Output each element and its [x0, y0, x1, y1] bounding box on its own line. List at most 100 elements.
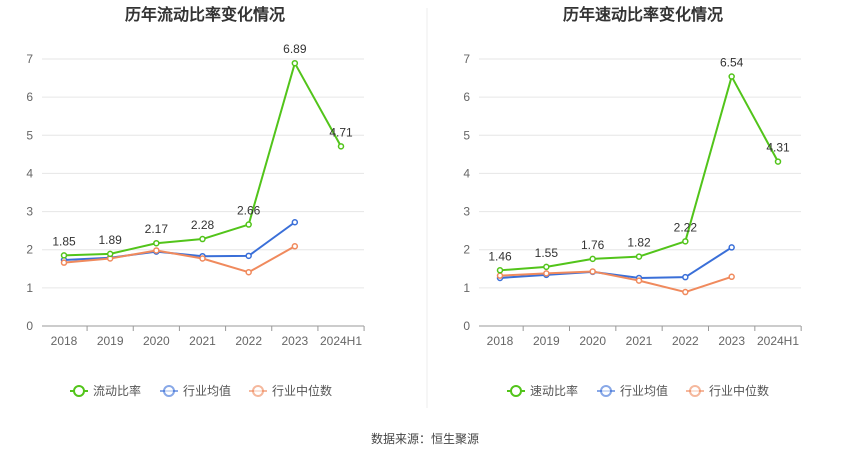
x-tick-label: 2018: [51, 334, 78, 348]
legend-label: 行业均值: [620, 383, 668, 398]
data-point[interactable]: [589, 268, 596, 275]
data-point[interactable]: [291, 59, 299, 67]
data-label: 2.66: [237, 204, 261, 218]
data-point[interactable]: [589, 255, 596, 263]
legend-item[interactable]: 行业均值: [597, 383, 668, 398]
y-tick-label: 3: [463, 205, 470, 219]
legend-swatch-marker: [163, 385, 175, 397]
data-point[interactable]: [60, 259, 68, 266]
y-tick-label: 1: [26, 281, 33, 295]
data-point[interactable]: [496, 267, 504, 274]
data-point[interactable]: [291, 243, 299, 250]
x-tick-label: 2022: [672, 334, 699, 348]
data-point[interactable]: [682, 238, 689, 245]
data-point[interactable]: [543, 270, 550, 277]
legend-label: 流动比率: [93, 383, 141, 398]
y-tick-label: 3: [26, 205, 33, 219]
x-tick-label: 2024H1: [757, 334, 799, 348]
legend-swatch-marker: [73, 385, 85, 397]
y-tick-label: 6: [26, 90, 33, 104]
x-tick-label: 2020: [143, 334, 170, 348]
legend-label: 行业中位数: [272, 383, 332, 398]
data-label: 4.31: [766, 141, 790, 155]
data-point[interactable]: [245, 268, 252, 276]
data-point[interactable]: [245, 252, 252, 260]
y-tick-label: 0: [463, 319, 470, 333]
data-label: 1.76: [581, 238, 605, 252]
legend-item[interactable]: 速动比率: [507, 383, 578, 398]
data-point[interactable]: [153, 247, 160, 254]
current-ratio-chart: 历年流动比率变化情况 0 1 2 3 4 5 6 7 2018 2019 2020 2021 2022 20…: [26, 5, 365, 398]
data-point[interactable]: [682, 273, 689, 281]
data-point[interactable]: [291, 219, 299, 226]
x-tick-label: 2019: [533, 334, 560, 348]
x-tick-label: 2019: [97, 334, 124, 348]
x-tick-label: 2020: [579, 334, 606, 348]
x-tick-label: 2018: [487, 334, 514, 348]
x-tick-label: 2024H1: [320, 334, 362, 348]
y-tick-label: 7: [463, 52, 470, 66]
data-label: 1.89: [98, 233, 122, 247]
data-point[interactable]: [153, 239, 160, 247]
legend-swatch-marker: [600, 385, 612, 397]
data-label: 2.17: [145, 222, 169, 236]
data-label: 1.82: [627, 236, 651, 250]
y-tick-label: 0: [26, 319, 33, 333]
y-tick-label: 2: [26, 243, 33, 257]
data-point[interactable]: [199, 235, 206, 243]
data-point[interactable]: [728, 244, 735, 251]
y-tick-label: 5: [463, 128, 470, 142]
y-tick-label: 4: [26, 166, 33, 180]
data-point[interactable]: [728, 73, 735, 80]
y-tick-label: 4: [463, 166, 470, 180]
legend-swatch-marker: [689, 385, 701, 397]
y-tick-label: 1: [463, 281, 470, 295]
data-point[interactable]: [635, 253, 643, 260]
legend-swatch-marker: [510, 385, 522, 397]
data-point[interactable]: [245, 221, 252, 228]
data-label: 1.85: [52, 234, 76, 248]
data-label: 6.89: [283, 42, 307, 56]
data-point[interactable]: [337, 143, 345, 150]
legend-item[interactable]: 行业均值: [160, 383, 231, 398]
legend-label: 行业均值: [183, 383, 231, 398]
y-tick-label: 7: [26, 52, 33, 66]
legend-item[interactable]: 行业中位数: [249, 383, 332, 398]
data-point[interactable]: [106, 250, 114, 258]
legend-label: 速动比率: [530, 383, 578, 398]
y-tick-label: 2: [463, 243, 470, 257]
series-line: [499, 270, 732, 294]
quick-ratio-chart: 历年速动比率变化情况 0 1 2 3 4 5 6 7 2018 2019 2020 2021 2022 20…: [463, 5, 802, 398]
x-tick-label: 2023: [718, 334, 745, 348]
chart-title: 历年速动比率变化情况: [563, 5, 723, 24]
data-label: 1.55: [535, 246, 559, 260]
series-line: [499, 246, 733, 279]
x-tick-label: 2021: [626, 334, 653, 348]
data-point[interactable]: [635, 277, 643, 284]
data-point[interactable]: [199, 255, 206, 262]
legend-swatch-marker: [252, 385, 264, 397]
x-tick-label: 2023: [281, 334, 308, 348]
x-tick-label: 2021: [189, 334, 216, 348]
data-label: 6.54: [720, 56, 744, 70]
data-point[interactable]: [774, 158, 782, 165]
data-point[interactable]: [543, 263, 550, 271]
data-label: 4.71: [329, 125, 353, 139]
data-point[interactable]: [60, 252, 68, 259]
series-line: [63, 245, 296, 274]
y-tick-label: 6: [463, 90, 470, 104]
legend-item[interactable]: 流动比率: [70, 383, 141, 398]
data-point[interactable]: [496, 272, 504, 279]
source-label: 数据来源：恒生聚源: [371, 431, 479, 446]
chart-title: 历年流动比率变化情况: [125, 5, 285, 24]
data-point[interactable]: [682, 288, 689, 296]
data-label: 2.28: [191, 218, 215, 232]
data-label: 1.46: [488, 249, 512, 263]
data-label: 2.22: [674, 220, 698, 234]
x-tick-label: 2022: [235, 334, 262, 348]
legend-item[interactable]: 行业中位数: [686, 383, 769, 398]
y-tick-label: 5: [26, 128, 33, 142]
data-point[interactable]: [728, 273, 735, 281]
legend-label: 行业中位数: [709, 383, 769, 398]
